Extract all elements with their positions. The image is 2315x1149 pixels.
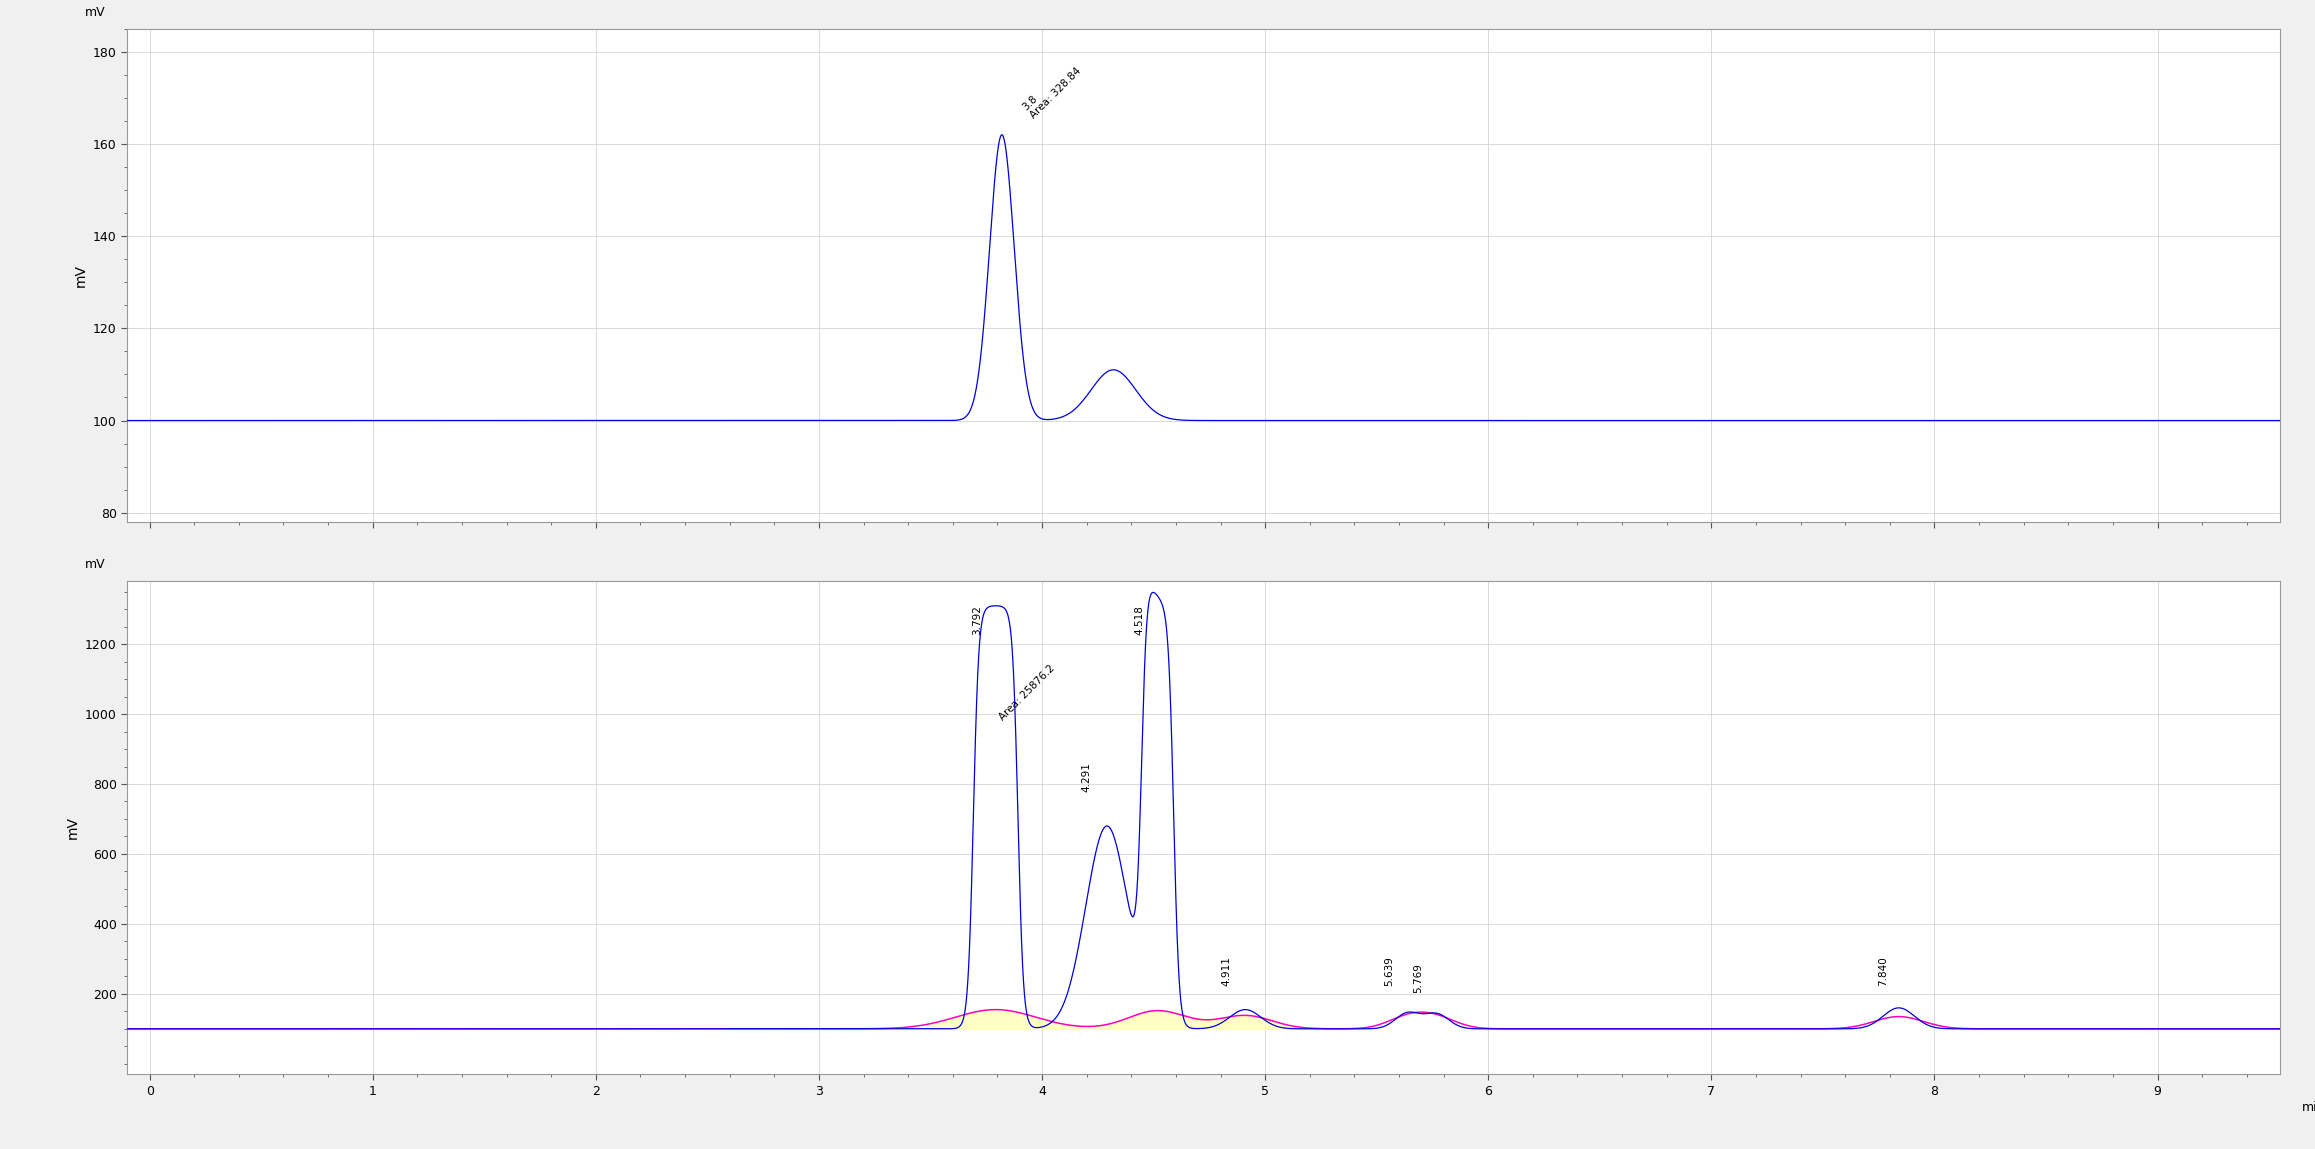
Text: 4.518: 4.518 — [1134, 604, 1144, 634]
Text: 5.639: 5.639 — [1384, 956, 1394, 986]
Text: 4.291: 4.291 — [1081, 762, 1090, 792]
Text: mV: mV — [86, 6, 106, 18]
Text: 7.840: 7.840 — [1877, 956, 1887, 986]
Text: 5.769: 5.769 — [1414, 963, 1424, 993]
Y-axis label: mV: mV — [74, 264, 88, 287]
Text: Area: 25876.2: Area: 25876.2 — [998, 663, 1058, 723]
Text: min: min — [2301, 1102, 2315, 1115]
Text: 3.8
Area: 328.84: 3.8 Area: 328.84 — [1021, 57, 1083, 121]
Y-axis label: mV: mV — [65, 816, 79, 839]
Text: 4.911: 4.911 — [1222, 956, 1232, 986]
Text: 3.792: 3.792 — [972, 604, 982, 634]
Text: mV: mV — [86, 558, 106, 571]
